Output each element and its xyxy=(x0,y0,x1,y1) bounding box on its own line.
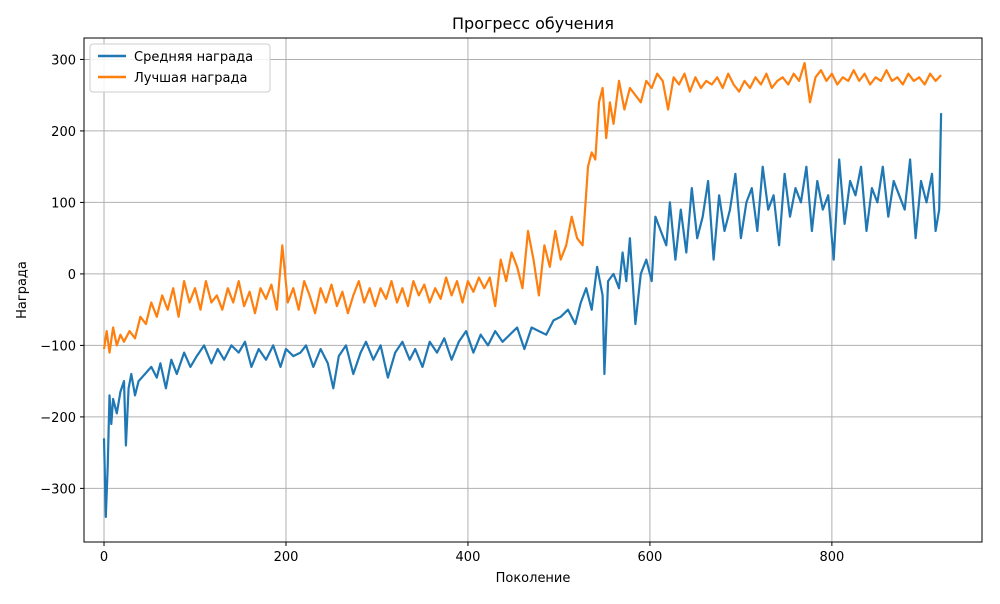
x-tick-label: 400 xyxy=(456,550,481,565)
legend-label-series-2: Лучшая награда xyxy=(134,71,247,86)
y-tick-label: −200 xyxy=(40,411,76,426)
chart-title: Прогресс обучения xyxy=(452,14,614,33)
x-tick-label: 800 xyxy=(819,550,844,565)
x-tick-label: 600 xyxy=(637,550,662,565)
legend-box xyxy=(89,43,271,93)
series-lines xyxy=(102,61,943,519)
y-tick-label: 300 xyxy=(51,53,76,68)
series-line-1 xyxy=(102,113,943,519)
series-line-2 xyxy=(102,61,942,354)
y-tick-label: 100 xyxy=(51,196,76,211)
y-tick-label: −100 xyxy=(40,339,76,354)
x-axis: 0 200 400 600 800 xyxy=(100,542,844,565)
plot-frame xyxy=(83,37,983,543)
y-tick-label: 200 xyxy=(51,125,76,140)
legend: Средняя награда Лучшая награда xyxy=(89,43,271,93)
y-tick-label: −300 xyxy=(40,482,76,497)
y-axis-label: Награда xyxy=(15,261,30,319)
x-tick-label: 200 xyxy=(274,550,299,565)
grid-lines xyxy=(84,38,982,542)
x-axis-label: Поколение xyxy=(496,571,571,586)
y-tick-label: 0 xyxy=(68,268,76,283)
y-axis: −300 −200 −100 0 100 200 300 xyxy=(40,53,84,497)
x-tick-label: 0 xyxy=(100,550,108,565)
legend-label-series-1: Средняя награда xyxy=(134,50,253,65)
